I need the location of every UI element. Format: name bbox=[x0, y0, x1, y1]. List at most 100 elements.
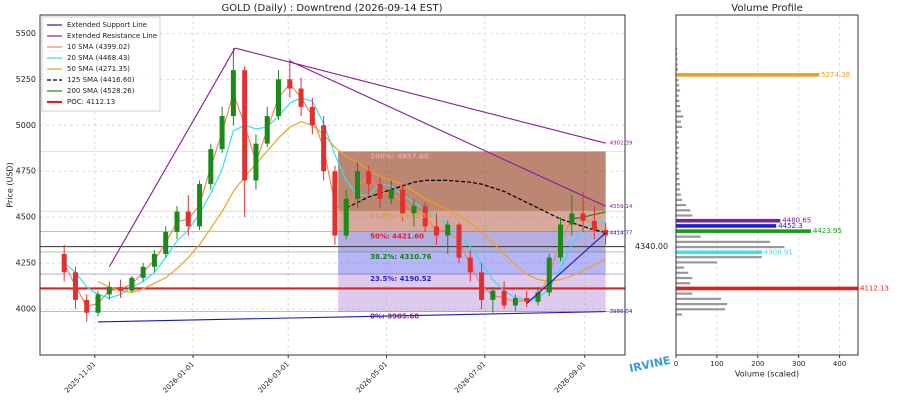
candle-body bbox=[524, 298, 530, 302]
trend-line bbox=[289, 60, 606, 207]
volume-bar bbox=[676, 89, 681, 92]
key-level-label: 4112.13 bbox=[860, 284, 889, 292]
volume-bar bbox=[676, 115, 684, 118]
volume-bar bbox=[676, 183, 681, 186]
candle-body bbox=[490, 290, 496, 300]
volume-bar bbox=[676, 292, 693, 295]
sma-line bbox=[345, 179, 606, 234]
candle-body bbox=[479, 272, 485, 300]
candle-body bbox=[219, 116, 225, 150]
volume-bar bbox=[676, 266, 685, 269]
candle-body bbox=[309, 106, 315, 126]
trend-line-end-label: 4414.77 bbox=[610, 230, 633, 236]
candle-body bbox=[276, 79, 282, 117]
fib-label: 23.5%: 4190.52 bbox=[370, 275, 432, 283]
trend-line bbox=[98, 311, 606, 323]
volume-bar bbox=[676, 104, 681, 108]
volume-bar bbox=[676, 167, 679, 170]
candle-body bbox=[298, 88, 304, 107]
profile-frame bbox=[675, 14, 859, 356]
volume-bar bbox=[676, 256, 762, 259]
volume-bar bbox=[676, 157, 679, 160]
legend-label: 125 SMA (4416.60) bbox=[67, 76, 135, 84]
chart-title: GOLD (Daily) : Downtrend (2026-09-14 EST… bbox=[222, 3, 443, 14]
volume-bar bbox=[676, 68, 679, 71]
candle-body bbox=[185, 211, 191, 227]
candle-body bbox=[230, 70, 236, 117]
candle-body bbox=[321, 125, 327, 172]
key-level-label: 4308.91 bbox=[764, 248, 793, 256]
candle-body bbox=[354, 171, 360, 199]
volume-bar bbox=[676, 177, 680, 181]
y-tick-label: 4000 bbox=[16, 305, 36, 314]
legend-label: 10 SMA (4399.02) bbox=[67, 43, 130, 51]
fib-label: 0%: 3985.60 bbox=[370, 313, 419, 321]
candle-body bbox=[535, 292, 541, 302]
legend-label: Extended Resistance Line bbox=[67, 32, 157, 40]
volume-bar bbox=[676, 63, 678, 66]
volume-bar bbox=[676, 94, 679, 97]
candle-body bbox=[332, 171, 338, 236]
candle-body bbox=[264, 116, 270, 144]
key-level-label: 4423.95 bbox=[813, 227, 842, 235]
candle-body bbox=[580, 213, 586, 221]
volume-bar bbox=[676, 151, 679, 155]
x-tick-label: 200 bbox=[751, 360, 764, 368]
key-volume-bar bbox=[676, 73, 820, 77]
candle-body bbox=[388, 189, 394, 199]
fib-label: 50%: 4421.60 bbox=[370, 233, 424, 241]
candle-body bbox=[129, 277, 135, 291]
volume-bar bbox=[676, 52, 678, 56]
volume-bar bbox=[676, 58, 678, 61]
volume-bar bbox=[676, 245, 785, 249]
y-tick-label: 5250 bbox=[16, 75, 36, 84]
legend-label: POC: 4112.13 bbox=[67, 98, 115, 106]
candle-body bbox=[343, 198, 349, 236]
candle-body bbox=[411, 206, 417, 214]
volume-bar bbox=[676, 203, 687, 207]
volume-bar bbox=[676, 172, 680, 175]
candle-body bbox=[174, 211, 180, 232]
volume-bar bbox=[676, 235, 701, 238]
fib-label: 61.8%: 4532.59 bbox=[370, 212, 432, 220]
current-price-label: 4340.00 bbox=[635, 242, 668, 251]
trend-line-end-label: 4902.39 bbox=[610, 141, 633, 147]
y-tick-label: 5500 bbox=[16, 29, 36, 38]
legend-label: 200 SMA (4528.26) bbox=[67, 87, 135, 95]
volume-bar bbox=[676, 84, 680, 87]
key-volume-bar bbox=[676, 218, 781, 223]
key-volume-bar bbox=[676, 224, 777, 228]
legend-label: Extended Support Line bbox=[67, 21, 147, 29]
trend-line bbox=[108, 47, 236, 268]
y-axis-label: Price (USD) bbox=[6, 162, 15, 207]
key-volume-bar bbox=[676, 229, 811, 233]
volume-bar bbox=[676, 276, 693, 280]
volume-bar bbox=[676, 47, 678, 50]
candle-body bbox=[366, 171, 372, 185]
trend-line bbox=[526, 232, 607, 304]
volume-bar bbox=[676, 297, 721, 300]
candle-body bbox=[208, 149, 214, 185]
candle-body bbox=[287, 79, 293, 89]
fib-band bbox=[338, 211, 606, 232]
candle-body bbox=[72, 272, 78, 300]
fib-band bbox=[338, 151, 606, 212]
candle-body bbox=[118, 287, 124, 291]
key-level-label: 5274.38 bbox=[821, 71, 850, 79]
candle-body bbox=[95, 294, 101, 313]
y-tick-label: 4500 bbox=[16, 213, 36, 222]
volume-bar bbox=[676, 99, 680, 102]
candle-body bbox=[558, 224, 564, 258]
legend: Extended Support Line Extended Resistance… bbox=[41, 16, 161, 112]
key-volume-bar bbox=[676, 286, 858, 291]
candle-body bbox=[591, 220, 597, 231]
y-tick-label: 4250 bbox=[16, 259, 36, 268]
candle-body bbox=[467, 257, 473, 273]
candle-body bbox=[512, 298, 518, 306]
trend-line-end-label: 3986.04 bbox=[610, 309, 633, 315]
candle-body bbox=[377, 184, 383, 199]
candle-body bbox=[242, 70, 248, 181]
candle-body bbox=[400, 189, 406, 214]
legend-label: 50 SMA (4271.35) bbox=[67, 65, 130, 73]
